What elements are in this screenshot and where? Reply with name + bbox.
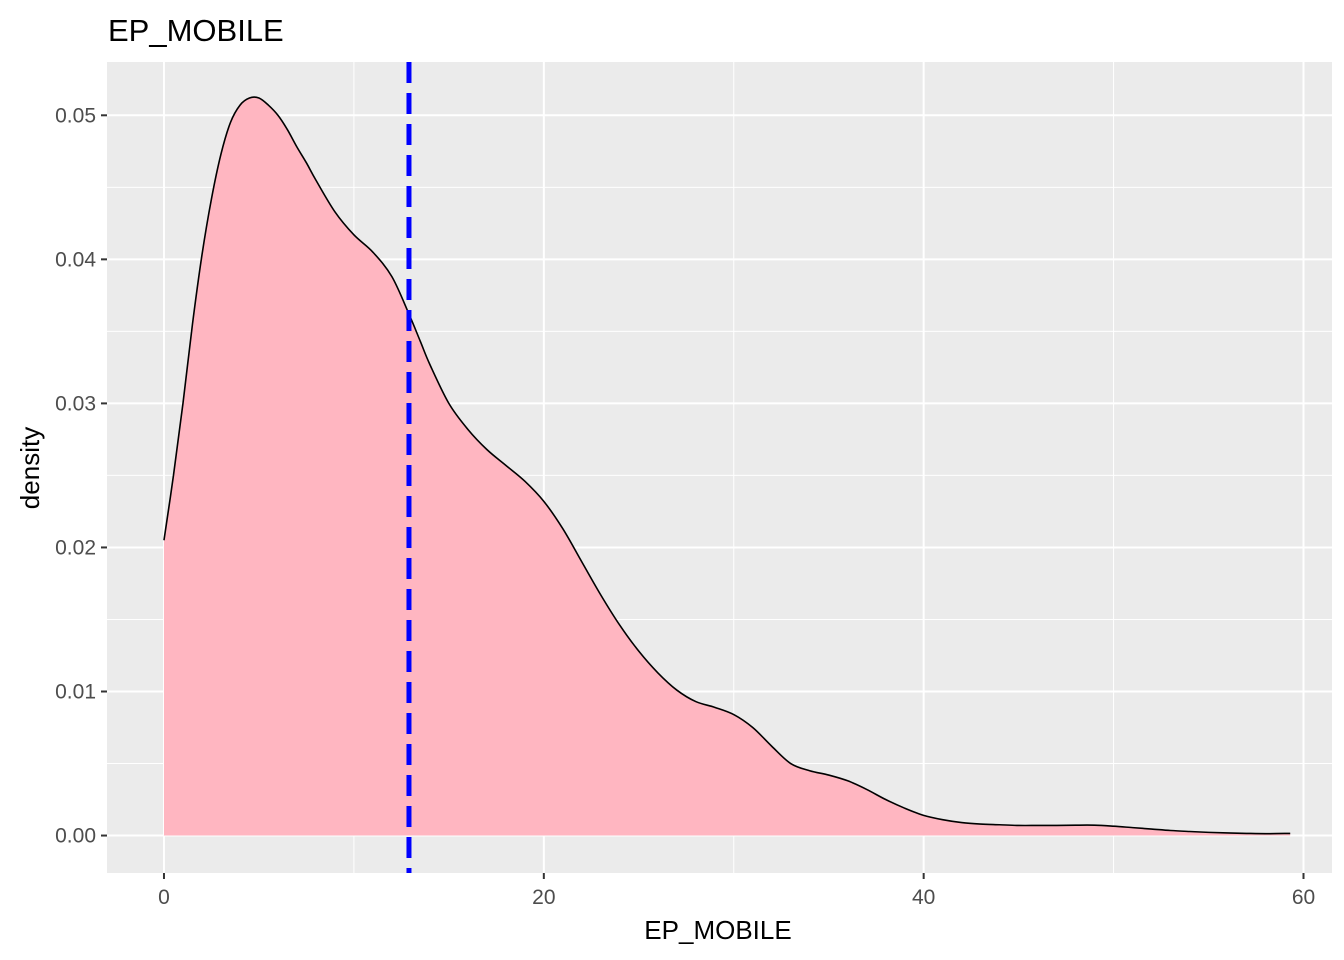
y-axis-title: density (15, 427, 45, 509)
density-line (163, 96, 1291, 835)
y-tick-label: 0.03 (55, 392, 96, 415)
y-tick-label: 0.05 (55, 104, 96, 127)
y-tick-label: 0.04 (55, 248, 96, 271)
chart-title: EP_MOBILE (108, 13, 284, 48)
density-area (163, 97, 1291, 836)
x-tick-label: 20 (532, 886, 555, 909)
x-tick-label: 60 (1292, 886, 1315, 909)
y-axis: 0.00 0.01 0.02 0.03 0.04 0.05 (55, 104, 107, 848)
x-axis: 0 20 40 60 (158, 873, 1315, 909)
x-axis-title: EP_MOBILE (644, 915, 791, 945)
y-tick-label: 0.02 (55, 536, 96, 559)
y-tick-label: 0.00 (55, 825, 96, 848)
y-tick-label: 0.01 (55, 680, 96, 703)
x-tick-label: 0 (158, 886, 170, 909)
x-tick-label: 40 (912, 886, 935, 909)
